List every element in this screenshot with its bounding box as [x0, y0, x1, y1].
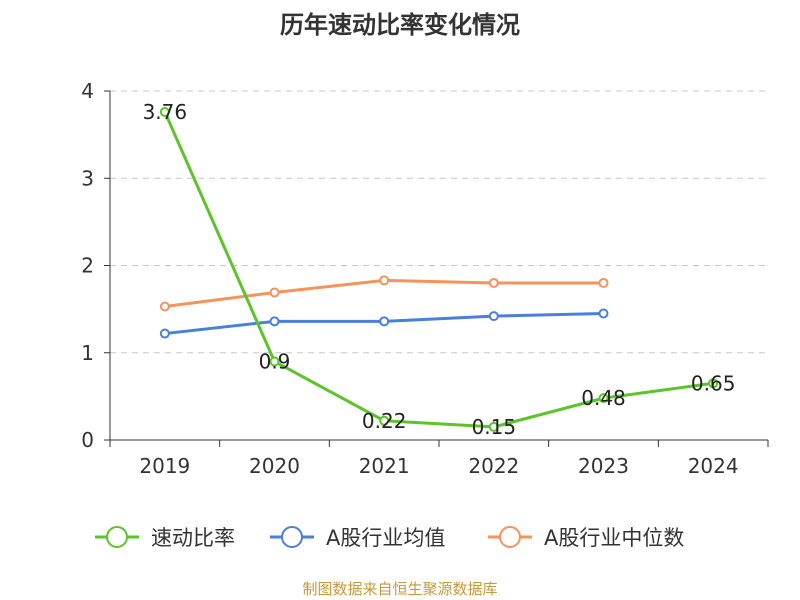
data-label: 0.65	[691, 371, 736, 395]
y-tick-label: 0	[81, 428, 94, 452]
data-label: 0.15	[472, 415, 517, 439]
y-tick-label: 4	[81, 79, 94, 103]
x-tick-label: 2022	[468, 454, 519, 478]
legend-label: A股行业均值	[326, 526, 445, 550]
data-point	[269, 287, 280, 298]
data-point	[379, 275, 390, 286]
data-label: 3.76	[143, 100, 188, 124]
legend: 速动比率 A股行业均值 A股行业中位数	[95, 526, 684, 550]
data-point	[598, 393, 609, 404]
data-point	[708, 378, 719, 389]
series-line	[163, 111, 714, 429]
y-tick-label: 1	[81, 341, 94, 365]
x-tick-label: 2021	[359, 454, 410, 478]
legend-swatch-marker	[281, 526, 303, 548]
y-tick-label: 3	[81, 166, 94, 190]
data-point	[269, 316, 280, 327]
legend-swatch-marker	[499, 526, 521, 548]
data-point	[159, 328, 170, 339]
x-tick-label: 2019	[139, 454, 190, 478]
data-point	[598, 308, 609, 319]
x-tick-label: 2023	[578, 454, 629, 478]
y-tick-label: 2	[81, 254, 94, 278]
data-point	[159, 301, 170, 312]
data-label: 0.48	[581, 386, 626, 410]
data-point	[488, 277, 499, 288]
data-point	[379, 316, 390, 327]
data-point	[488, 421, 499, 432]
source-note: 制图数据来自恒生聚源数据库	[302, 580, 497, 598]
data-label: 0.9	[259, 349, 291, 373]
series-lines	[159, 106, 719, 432]
data-point	[159, 106, 170, 117]
legend-label: 速动比率	[151, 526, 235, 550]
legend-swatch-marker	[106, 526, 128, 548]
data-point	[488, 311, 499, 322]
data-point	[598, 277, 609, 288]
data-labels: 3.76 0.9 0.22 0.15 0.48 0.65	[143, 100, 736, 439]
chart-title: 历年速动比率变化情况	[280, 11, 520, 39]
x-tick-label: 2024	[688, 454, 739, 478]
data-point	[379, 415, 390, 426]
legend-label: A股行业中位数	[544, 526, 684, 550]
x-tick-label: 2020	[249, 454, 300, 478]
data-point	[269, 356, 280, 367]
gridlines	[110, 90, 768, 354]
axes: 0 1 2 3 4 2019 2020 2021 2022 2023 2024	[81, 79, 769, 478]
data-label: 0.22	[362, 409, 407, 433]
